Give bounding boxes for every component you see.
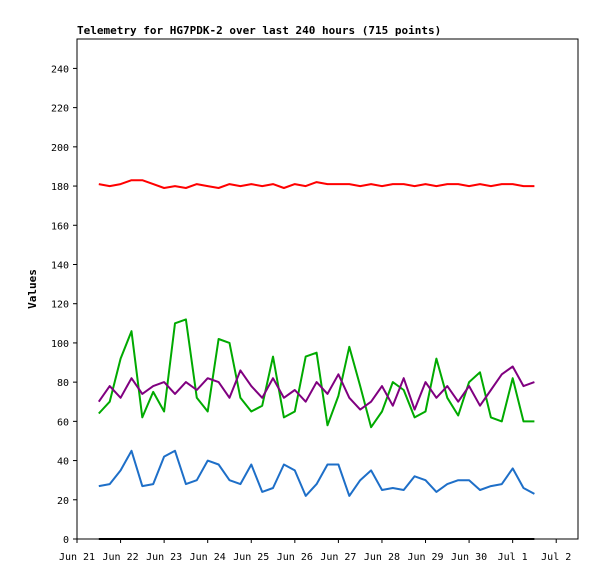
y-tick-label: 200 — [51, 143, 69, 154]
y-tick-label: 80 — [57, 378, 69, 389]
x-axis: Jun 21 Jun 22 Jun 23 Jun 24 Jun 25 Jun 26 Jun … — [59, 539, 571, 563]
x-tick-label: Jun 27 — [320, 552, 356, 563]
y-tick-label: 240 — [51, 64, 69, 75]
y-tick-label: 40 — [57, 457, 69, 468]
x-tick-label: Jun 26 — [277, 552, 313, 563]
y-tick-label: 220 — [51, 104, 69, 115]
x-tick-label: Jun 24 — [190, 552, 226, 563]
y-tick-label: 100 — [51, 339, 69, 350]
series-line-4 — [98, 449, 535, 497]
y-tick-label: 60 — [57, 417, 69, 428]
x-tick-label: Jul 2 — [541, 552, 571, 563]
y-tick-label: 140 — [51, 260, 69, 271]
x-tick-label: Jul 1 — [498, 552, 528, 563]
x-tick-label: Jun 29 — [407, 552, 443, 563]
x-tick-label: Jun 21 — [59, 552, 95, 563]
series-line-2 — [98, 318, 535, 429]
x-tick-label: Jun 30 — [451, 552, 487, 563]
y-tick-label: 120 — [51, 300, 69, 311]
y-tick-label: 20 — [57, 496, 69, 507]
x-tick-label: Jun 25 — [233, 552, 269, 563]
series-line-3 — [97, 365, 535, 411]
y-tick-label: 160 — [51, 221, 69, 232]
x-tick-label: Jun 28 — [364, 552, 400, 563]
x-tick-label: Jun 23 — [146, 552, 182, 563]
y-axis: 0 20 40 60 80 100 120 140 160 180 200 220 240 — [51, 64, 77, 546]
x-tick-label: Jun 22 — [103, 552, 139, 563]
y-tick-label: 180 — [51, 182, 69, 193]
series-layer — [97, 179, 535, 540]
y-axis-label: Values — [26, 269, 39, 309]
series-line-1 — [98, 179, 535, 189]
y-tick-label: 0 — [63, 535, 69, 546]
chart-title: Telemetry for HG7PDK-2 over last 240 hou… — [77, 24, 441, 37]
